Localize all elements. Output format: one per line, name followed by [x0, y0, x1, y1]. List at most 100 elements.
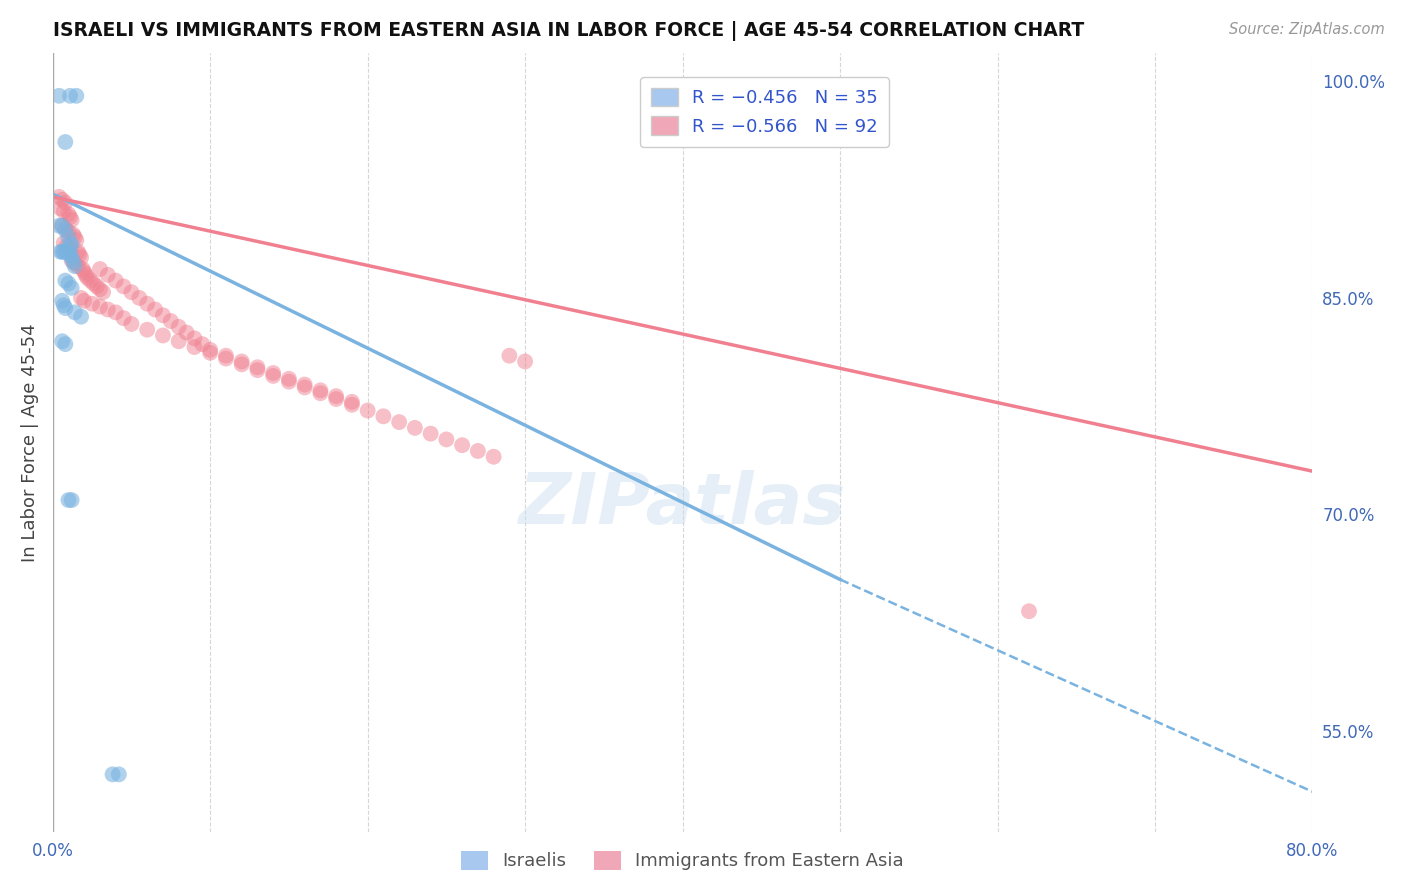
Point	[152, 328, 174, 343]
Point	[152, 308, 174, 322]
Point	[215, 349, 238, 363]
Point	[277, 372, 299, 386]
Point	[294, 380, 316, 394]
Point	[231, 354, 253, 368]
Point	[73, 265, 96, 279]
Point	[58, 244, 80, 259]
Point	[59, 210, 82, 224]
Point	[191, 337, 214, 351]
Point	[91, 285, 114, 300]
Point	[53, 274, 76, 288]
Point	[231, 357, 253, 371]
Point	[340, 395, 363, 409]
Point	[51, 293, 73, 308]
Point	[53, 244, 76, 259]
Point	[63, 256, 86, 270]
Point	[451, 438, 474, 452]
Point	[52, 298, 75, 312]
Point	[51, 334, 73, 349]
Point	[112, 279, 135, 293]
Point	[70, 251, 93, 265]
Point	[356, 403, 378, 417]
Point	[309, 384, 332, 398]
Point	[62, 255, 84, 269]
Point	[59, 242, 82, 256]
Point	[388, 415, 411, 429]
Point	[101, 767, 124, 781]
Point	[49, 244, 72, 259]
Point	[513, 354, 536, 368]
Point	[59, 237, 82, 252]
Point	[176, 326, 198, 340]
Point	[66, 259, 89, 273]
Point	[136, 323, 159, 337]
Point	[89, 300, 111, 314]
Point	[434, 433, 457, 447]
Point	[65, 88, 87, 103]
Point	[112, 311, 135, 326]
Point	[482, 450, 505, 464]
Point	[48, 190, 70, 204]
Point	[277, 375, 299, 389]
Y-axis label: In Labor Force | Age 45-54: In Labor Force | Age 45-54	[21, 323, 39, 562]
Point	[53, 301, 76, 315]
Point	[104, 274, 127, 288]
Legend: Israelis, Immigrants from Eastern Asia: Israelis, Immigrants from Eastern Asia	[454, 844, 911, 878]
Point	[53, 195, 76, 210]
Point	[51, 193, 73, 207]
Point	[58, 230, 80, 244]
Point	[60, 493, 83, 508]
Text: Source: ZipAtlas.com: Source: ZipAtlas.com	[1229, 22, 1385, 37]
Point	[58, 493, 80, 508]
Point	[60, 237, 83, 252]
Point	[89, 282, 111, 296]
Point	[120, 317, 142, 331]
Point	[58, 225, 80, 239]
Point	[52, 236, 75, 251]
Point	[309, 386, 332, 401]
Point	[63, 259, 86, 273]
Text: ZIPatlas: ZIPatlas	[519, 470, 846, 539]
Text: ISRAELI VS IMMIGRANTS FROM EASTERN ASIA IN LABOR FORCE | AGE 45-54 CORRELATION C: ISRAELI VS IMMIGRANTS FROM EASTERN ASIA …	[52, 21, 1084, 41]
Point	[51, 219, 73, 233]
Point	[404, 421, 426, 435]
Point	[246, 360, 269, 375]
Point	[120, 285, 142, 300]
Point	[51, 219, 73, 233]
Point	[467, 444, 489, 458]
Point	[262, 366, 284, 380]
Point	[373, 409, 395, 424]
Point	[66, 244, 89, 259]
Point	[498, 349, 520, 363]
Point	[419, 426, 441, 441]
Point	[136, 296, 159, 310]
Point	[143, 302, 166, 317]
Point	[53, 223, 76, 237]
Point	[198, 343, 221, 357]
Point	[58, 277, 80, 291]
Point	[183, 331, 205, 345]
Point	[48, 219, 70, 233]
Point	[76, 270, 98, 285]
Point	[52, 244, 75, 259]
Point	[63, 305, 86, 319]
Point	[60, 213, 83, 227]
Point	[1018, 604, 1040, 618]
Point	[80, 296, 103, 310]
Point	[60, 251, 83, 265]
Point	[52, 204, 75, 219]
Point	[198, 346, 221, 360]
Point	[215, 351, 238, 366]
Point	[70, 291, 93, 305]
Point	[75, 268, 97, 282]
Point	[262, 368, 284, 383]
Point	[65, 233, 87, 247]
Point	[83, 277, 105, 291]
Point	[48, 88, 70, 103]
Point	[72, 262, 94, 277]
Point	[69, 247, 91, 261]
Point	[79, 274, 101, 288]
Point	[89, 262, 111, 277]
Point	[53, 221, 76, 235]
Point	[60, 281, 83, 295]
